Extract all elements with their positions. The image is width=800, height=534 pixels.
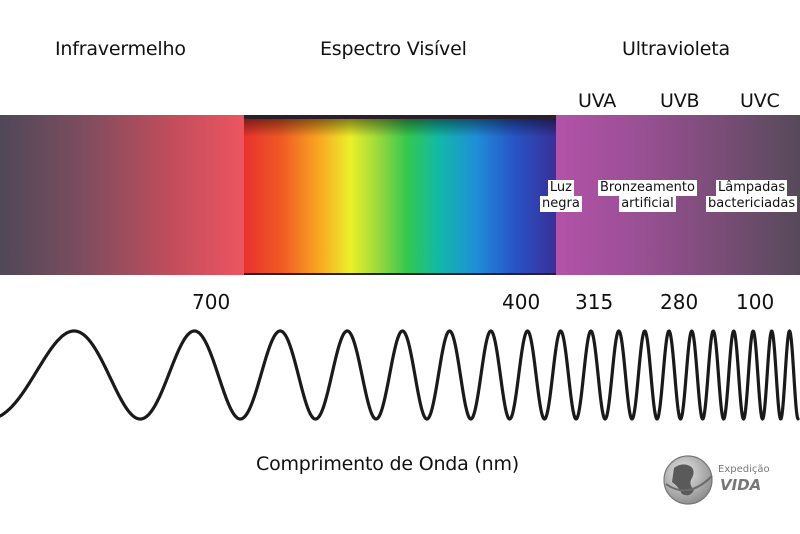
uvc-use-line2: bactericiadas <box>706 196 798 212</box>
uvc-label: UVC <box>740 90 780 112</box>
uva-label: UVA <box>578 90 617 112</box>
uva-use-line2: negra <box>540 196 582 212</box>
uvb-label: UVB <box>660 90 700 112</box>
expedicao-vida-logo: Expedição VIDA <box>660 450 780 520</box>
infrared-band <box>0 115 246 275</box>
logo-text-line1: Expedição <box>718 464 770 475</box>
axis-label: Comprimento de Onda (nm) <box>256 453 520 475</box>
wavelength-315: 315 <box>575 290 614 314</box>
visible-spectrum-header: Espectro Visível <box>320 38 467 60</box>
wavelength-700: 700 <box>192 290 231 314</box>
logo-text-line2: VIDA <box>720 476 762 494</box>
wave-line <box>0 329 800 421</box>
uva-use-line1: Luz <box>547 180 574 196</box>
uva-use-label: Luz negra <box>540 180 582 212</box>
uvb-use-line2: artificial <box>619 196 676 212</box>
infrared-header: Infravermelho <box>55 38 186 60</box>
ultraviolet-header: Ultravioleta <box>622 38 730 60</box>
uvc-use-line1: Lâmpadas <box>716 180 788 196</box>
wavelength-280: 280 <box>660 290 699 314</box>
uvb-use-label: Bronzeamento artificial <box>598 180 697 212</box>
wavelength-100: 100 <box>736 290 775 314</box>
wave-diagram <box>0 329 800 421</box>
visible-spectrum-band <box>244 115 557 275</box>
uvc-use-label: Lâmpadas bactericiadas <box>706 180 798 212</box>
globe-icon <box>663 455 713 505</box>
wavelength-400: 400 <box>502 290 541 314</box>
uvb-use-line1: Bronzeamento <box>598 180 697 196</box>
